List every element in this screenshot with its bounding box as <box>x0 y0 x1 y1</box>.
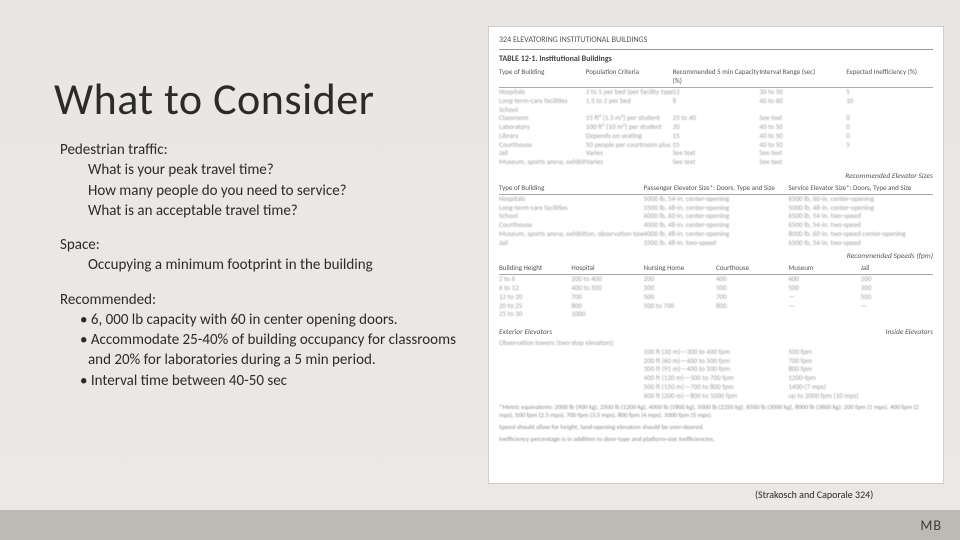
slide: What to Consider Pedestrian traffic: Wha… <box>0 0 960 540</box>
figure-footnote: Inefficiency percentage is in addition t… <box>499 436 933 444</box>
figure-table-title: TABLE 12-1. Institutional Buildings <box>499 54 933 64</box>
figure-subheading: Exterior Elevators <box>499 328 716 337</box>
table1-rows: Hospitals3 to 5 per bed (per facility ty… <box>499 88 933 167</box>
footer-initials: MB <box>920 517 942 534</box>
section-line: Occupying a minimum footprint in the bui… <box>60 255 460 275</box>
section-line: What is an acceptable travel time? <box>60 201 460 221</box>
table3-header: Building HeightHospitalNursing HomeCourt… <box>499 263 933 275</box>
footer-bar: MB <box>0 510 960 540</box>
table2-header: Type of BuildingPassenger Elevator Size*… <box>499 183 933 195</box>
section-line: What is your peak travel time? <box>60 160 460 180</box>
bullet-item: Interval time between 40-50 sec <box>60 371 460 391</box>
citation-text: (Strakosch and Caporale 324) <box>755 488 873 501</box>
section-heading: Pedestrian traffic: <box>60 140 460 160</box>
section-line: How many people do you need to service? <box>60 181 460 201</box>
slide-title: What to Consider <box>54 72 375 126</box>
figure-subheading: Recommended Speeds (fpm) <box>499 252 933 261</box>
bullet-item: 6, 000 lb capacity with 60 in center ope… <box>60 310 460 330</box>
table2-rows: Hospitals5000 lb, 54-in. center-opening6… <box>499 195 933 248</box>
body-text: Pedestrian traffic: What is your peak tr… <box>60 140 460 391</box>
figure-page-header: 324 ELEVATORING INSTITUTIONAL BUILDINGS <box>499 35 933 45</box>
figure-subheading: Recommended Elevator Sizes <box>499 172 933 181</box>
section-heading: Space: <box>60 235 460 255</box>
table3-rows: 2 to 6200 to 4002004004002006 to 12400 t… <box>499 275 933 319</box>
table4-rows: Observation towers (two-stop elevators) … <box>499 339 933 400</box>
reference-table-figure: 324 ELEVATORING INSTITUTIONAL BUILDINGS … <box>488 26 944 484</box>
bullet-item: Accommodate 25-40% of building occupancy… <box>60 330 460 371</box>
figure-footnote: Speed should allow for height, land-open… <box>499 424 933 432</box>
table1-header: Type of BuildingPopulation CriteriaRecom… <box>499 67 933 88</box>
section-heading: Recommended: <box>60 290 460 310</box>
figure-subheading: Inside Elevators <box>716 328 933 337</box>
figure-footnote: *Metric equivalents: 2000 lb (900 kg), 2… <box>499 404 933 420</box>
